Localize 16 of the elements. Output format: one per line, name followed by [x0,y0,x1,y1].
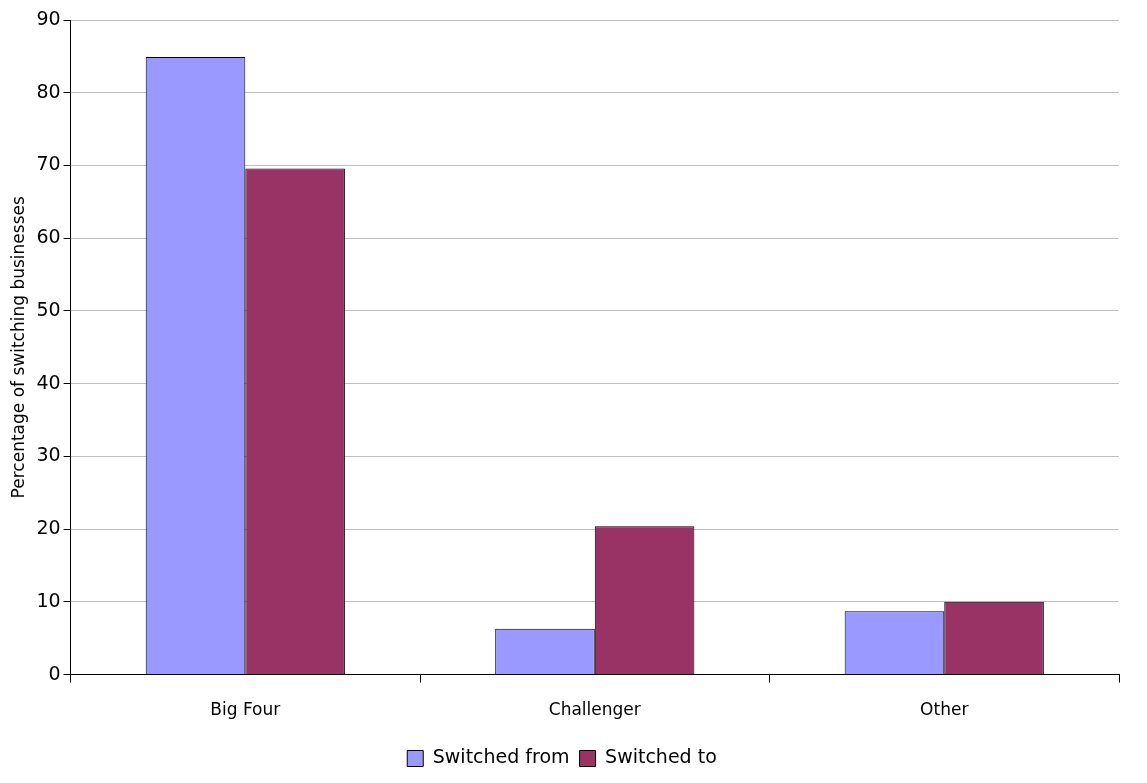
y-axis-title: Percentage of switching businesses [7,196,28,499]
y-tick-label: 30 [36,443,61,466]
legend-label: Switched from [432,745,570,768]
x-tick-label: Challenger [548,699,641,720]
y-tick-label: 40 [36,370,61,393]
y-tick-label: 20 [36,516,61,539]
y-tick-label: 0 [48,661,61,684]
y-tick-label: 90 [36,6,61,29]
y-tick-label: 10 [36,588,61,611]
y-tick-label: 60 [36,225,61,248]
y-tick-label: 50 [36,297,61,320]
x-tick-label: Big Four [210,699,281,720]
y-tick-label: 80 [36,79,61,102]
x-tick-label: Other [920,699,969,720]
y-tick-label: 70 [36,152,61,175]
legend-label: Switched to [605,745,717,768]
